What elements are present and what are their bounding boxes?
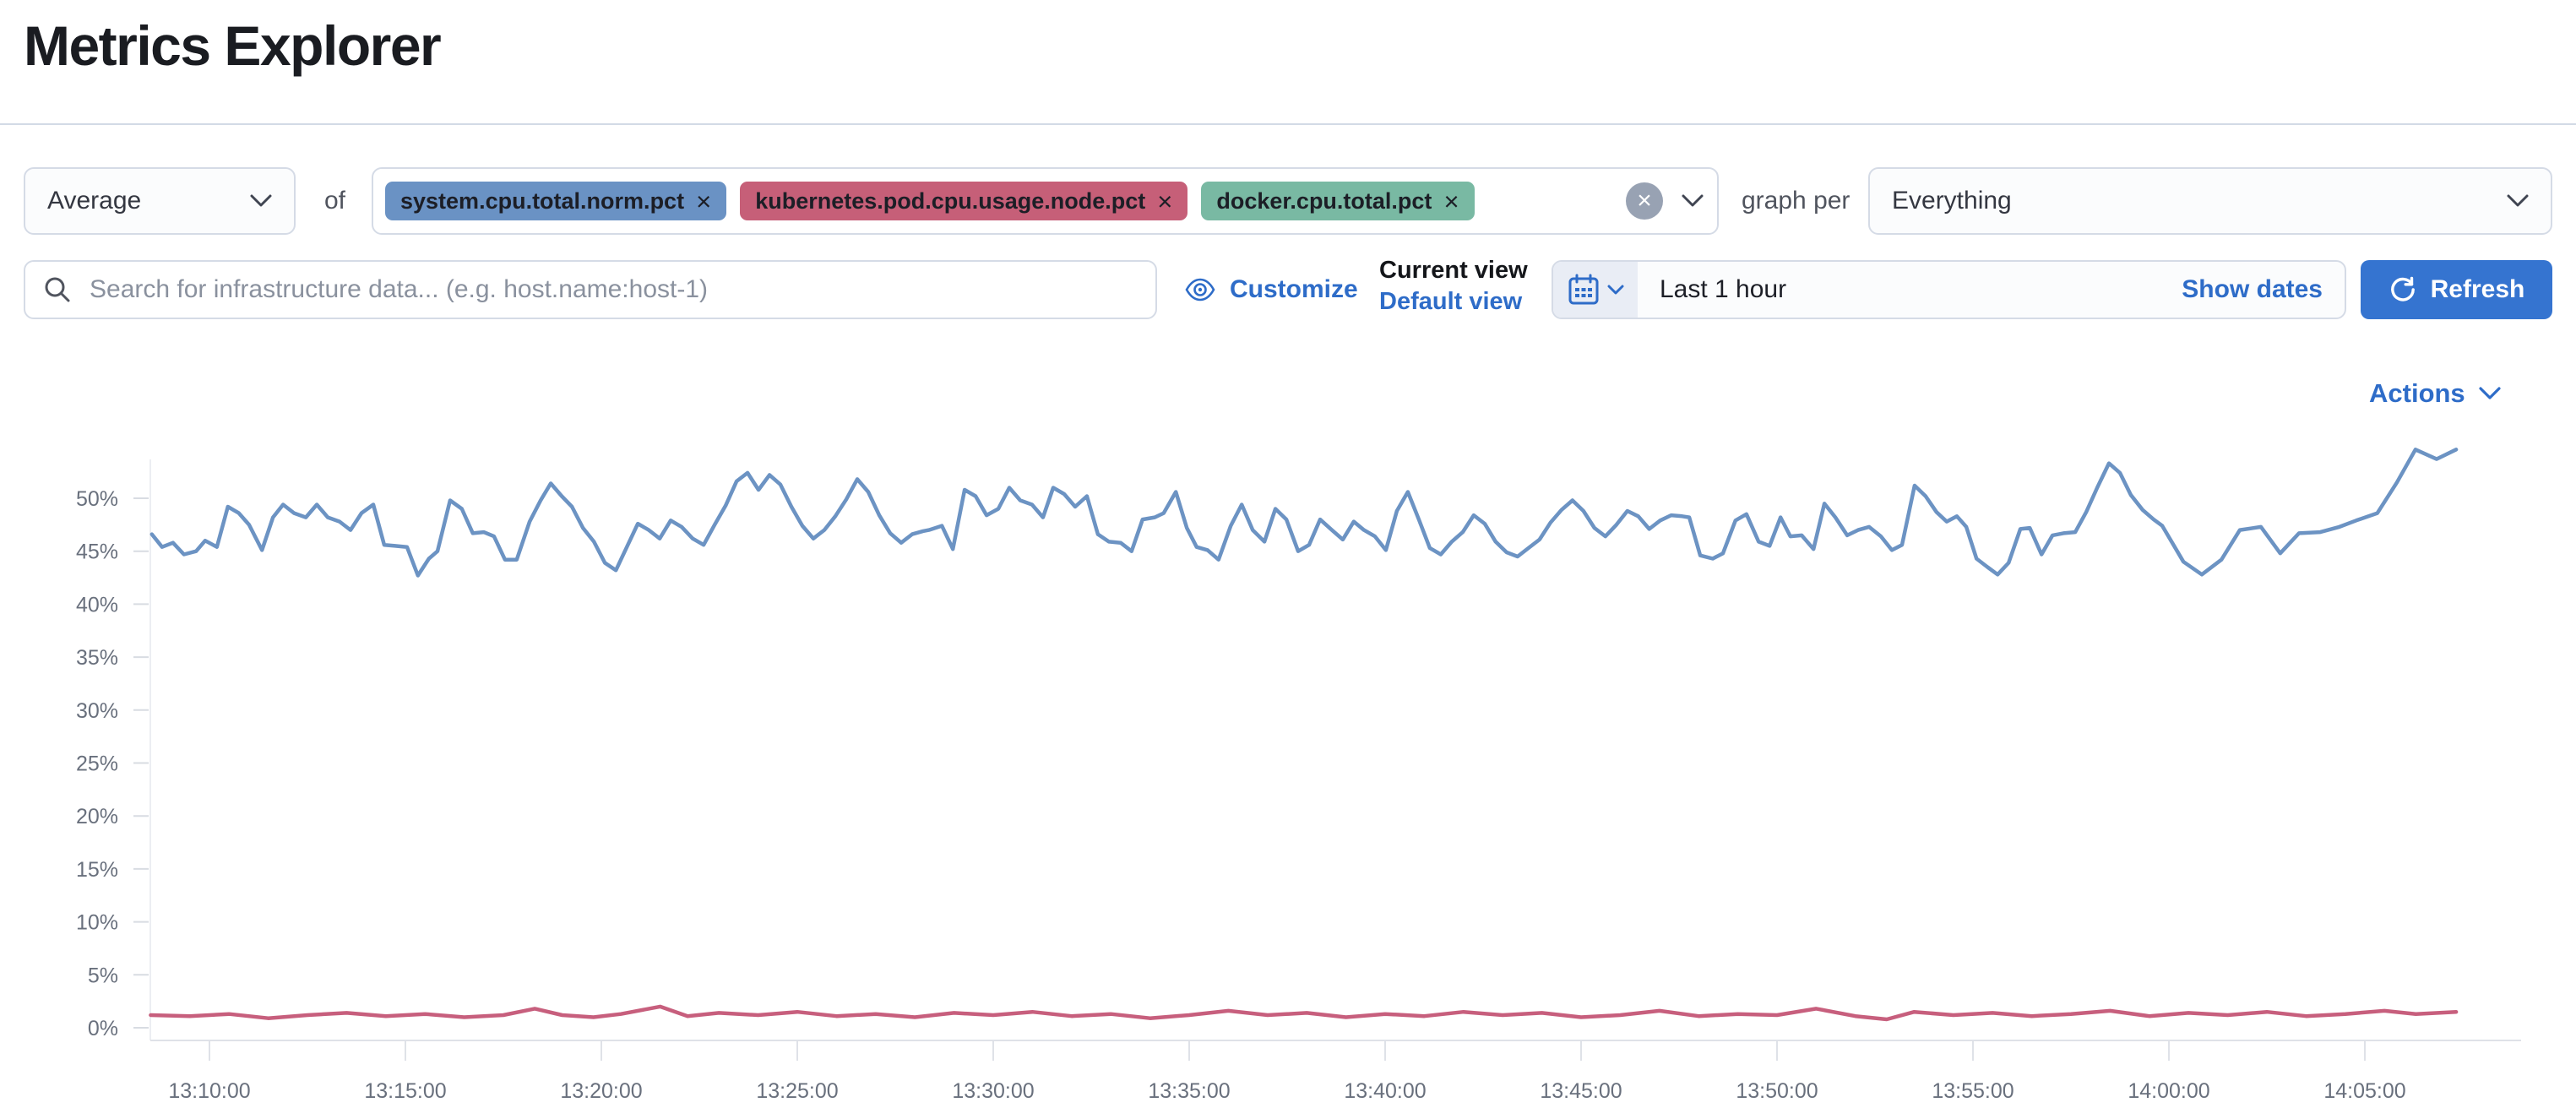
- y-tick-label: 15%: [76, 858, 118, 882]
- x-tick-label: 13:25:00: [756, 1079, 838, 1103]
- search-icon: [42, 274, 73, 305]
- y-tick-label: 40%: [76, 593, 118, 616]
- remove-metric-icon[interactable]: ×: [696, 186, 712, 216]
- search-input[interactable]: [88, 274, 1139, 305]
- of-label: of: [324, 187, 346, 215]
- y-tick-label: 25%: [76, 752, 118, 776]
- aggregation-select[interactable]: Average: [24, 167, 296, 235]
- page-title: Metrics Explorer: [24, 14, 442, 77]
- x-tick-label: 13:35:00: [1148, 1079, 1230, 1103]
- actions-label: Actions: [2369, 378, 2465, 408]
- chevron-down-icon: [250, 194, 272, 208]
- x-tick-label: 13:20:00: [560, 1079, 642, 1103]
- time-range-picker[interactable]: Last 1 hour Show dates: [1552, 260, 2346, 319]
- y-tick-label: 50%: [76, 487, 118, 511]
- time-range-display[interactable]: Last 1 hour Show dates: [1638, 262, 2345, 318]
- graph-per-select[interactable]: Everything: [1868, 167, 2552, 235]
- x-tick-label: 13:55:00: [1932, 1079, 2014, 1103]
- x-tick-label: 13:10:00: [168, 1079, 250, 1103]
- metrics-combobox[interactable]: system.cpu.total.norm.pct × kubernetes.p…: [372, 167, 1719, 235]
- series-line: [149, 1004, 2459, 1022]
- aggregation-value: Average: [47, 187, 142, 215]
- quick-select-menu-button[interactable]: [1553, 262, 1638, 318]
- actions-menu-button[interactable]: Actions: [2369, 378, 2501, 409]
- series-line: [149, 448, 2459, 578]
- refresh-icon: [2389, 275, 2417, 304]
- refresh-label: Refresh: [2430, 275, 2525, 303]
- x-tick-label: 13:45:00: [1540, 1079, 1622, 1103]
- header-divider: [0, 123, 2576, 125]
- clear-all-metrics-button[interactable]: ×: [1626, 182, 1663, 220]
- remove-metric-icon[interactable]: ×: [1443, 186, 1459, 216]
- refresh-button[interactable]: Refresh: [2361, 260, 2552, 319]
- chevron-down-icon: [2507, 194, 2529, 208]
- metric-pill-docker-cpu[interactable]: docker.cpu.total.pct ×: [1201, 182, 1475, 220]
- graph-per-label: graph per: [1742, 187, 1850, 215]
- eye-icon: [1184, 278, 1216, 301]
- x-tick-label: 13:30:00: [952, 1079, 1034, 1103]
- time-range-value: Last 1 hour: [1660, 275, 1787, 303]
- metric-pill-kubernetes-pod-cpu[interactable]: kubernetes.pod.cpu.usage.node.pct ×: [740, 182, 1188, 220]
- metric-pill-system-cpu[interactable]: system.cpu.total.norm.pct ×: [385, 182, 727, 220]
- x-tick-label: 14:00:00: [2128, 1079, 2209, 1103]
- metrics-line-chart: 0% 5% 10% 15% 20% 25% 30% 35% 40% 45% 50% 13:10:00 1…: [76, 448, 2521, 1103]
- x-tick-label: 14:05:00: [2323, 1079, 2405, 1103]
- customize-button[interactable]: Customize: [1184, 260, 1358, 319]
- clear-icon: ×: [1637, 187, 1652, 215]
- customize-label: Customize: [1230, 275, 1358, 303]
- x-tick-label: 13:40:00: [1344, 1079, 1426, 1103]
- y-tick-label: 20%: [76, 805, 118, 828]
- y-tick-label: 45%: [76, 540, 118, 564]
- x-tick-label: 13:15:00: [364, 1079, 446, 1103]
- y-tick-label: 10%: [76, 911, 118, 935]
- metric-pill-label: docker.cpu.total.pct: [1216, 187, 1432, 214]
- remove-metric-icon[interactable]: ×: [1157, 186, 1173, 216]
- metric-pill-label: system.cpu.total.norm.pct: [400, 187, 685, 214]
- calendar-icon: [1567, 273, 1600, 307]
- search-box[interactable]: [24, 260, 1157, 319]
- chevron-down-icon: [1607, 285, 1624, 296]
- y-tick-label: 30%: [76, 699, 118, 723]
- current-view-label: Current view: [1379, 257, 1528, 284]
- x-tick-label: 13:50:00: [1736, 1079, 1818, 1103]
- graph-per-value: Everything: [1892, 187, 2012, 215]
- view-picker[interactable]: Current view Default view: [1379, 255, 1528, 318]
- show-dates-button[interactable]: Show dates: [2182, 275, 2323, 303]
- y-tick-label: 5%: [88, 964, 118, 987]
- y-tick-label: 35%: [76, 646, 118, 670]
- chevron-down-icon: [2479, 387, 2501, 400]
- metric-pill-label: kubernetes.pod.cpu.usage.node.pct: [755, 187, 1146, 214]
- default-view-link[interactable]: Default view: [1379, 288, 1523, 315]
- chevron-down-icon[interactable]: [1682, 194, 1704, 208]
- y-tick-label: 0%: [88, 1017, 118, 1040]
